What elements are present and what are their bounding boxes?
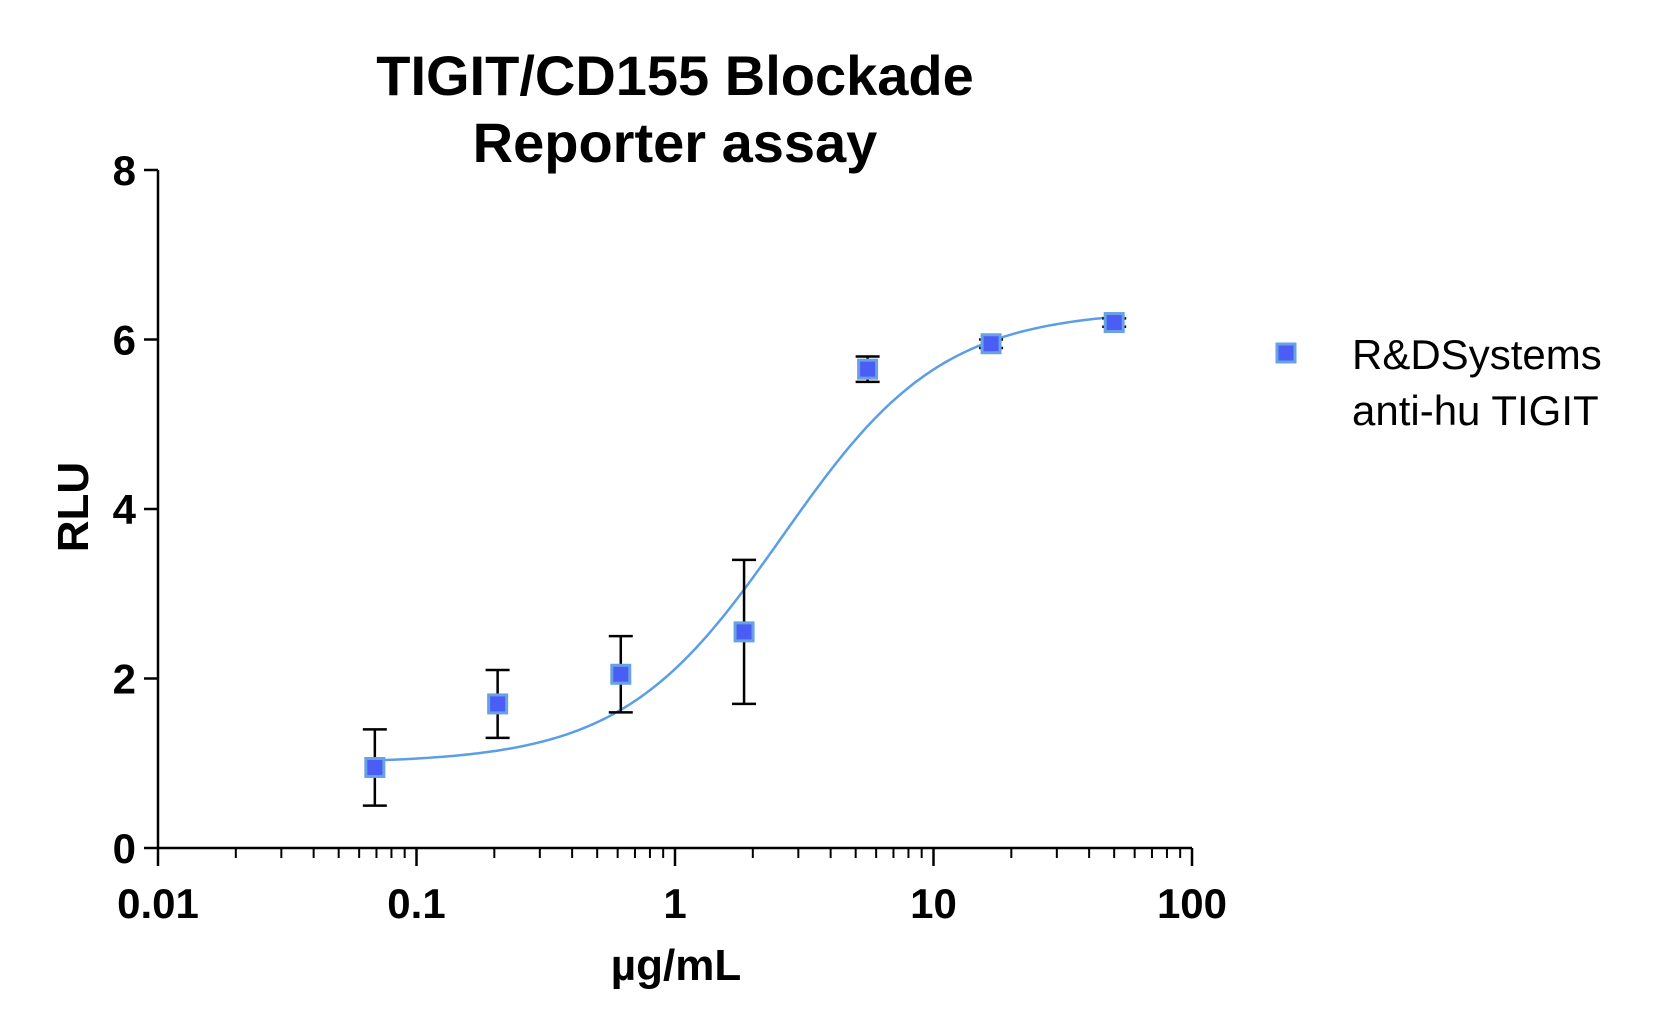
x-tick-label: 0.01 [117,880,199,927]
y-tick-label: 0 [113,825,136,872]
y-tick-label: 4 [113,486,137,533]
data-point [980,333,1002,355]
x-tick-label: 10 [910,880,957,927]
data-point [733,621,755,643]
y-axis-title: RLU [49,462,98,552]
y-tick-label: 8 [113,147,136,194]
chart-title-line-1: TIGIT/CD155 Blockade [376,44,974,107]
data-point [1103,312,1125,334]
y-tick-label: 6 [113,317,136,364]
legend: R&DSystems anti-hu TIGIT [1275,331,1602,434]
data-point [857,358,879,380]
y-tick-label: 2 [113,656,136,703]
chart-title-line-2: Reporter assay [473,111,878,174]
x-tick-label: 1 [663,880,686,927]
data-point [364,756,386,778]
plot-area: 0 2 4 6 8 0.01 0.1 1 10 100 [113,147,1227,927]
x-tick-label: 100 [1157,880,1227,927]
x-axis-title: µg/mL [611,941,741,990]
legend-label-line-2: anti-hu TIGIT [1352,387,1599,434]
legend-marker-square [1275,342,1297,364]
data-point [610,663,632,685]
data-point [487,693,509,715]
x-tick-label: 0.1 [387,880,445,927]
legend-label-line-1: R&DSystems [1352,331,1602,378]
